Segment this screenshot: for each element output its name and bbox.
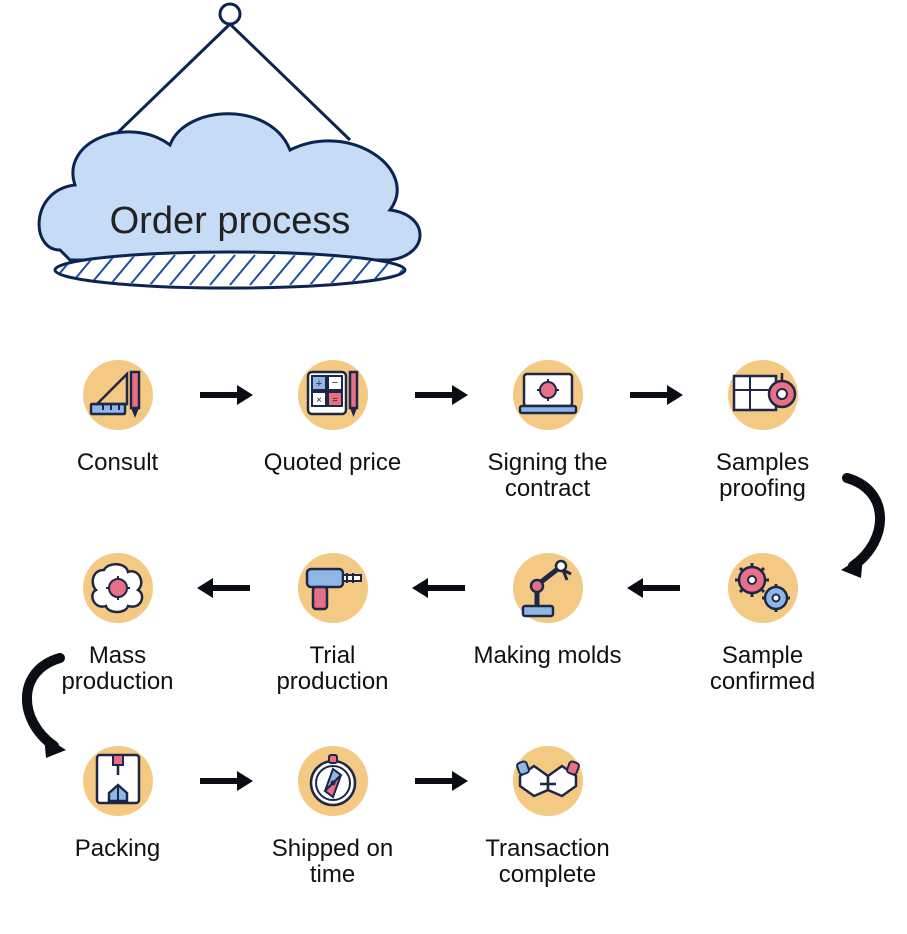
step-molds: Making molds: [470, 543, 625, 669]
svg-text:−: −: [331, 377, 337, 389]
arrow-left: [625, 543, 685, 633]
ruler-pencil-icon: [83, 360, 153, 430]
box-printer-icon: [83, 745, 153, 817]
step-signing: Signing the contract: [470, 350, 625, 503]
step-label: Quoted price: [264, 450, 401, 476]
flow-row-3: Packing Shipped on time: [40, 736, 880, 889]
gears-icon: [726, 552, 800, 624]
step-complete: Transaction complete: [470, 736, 625, 889]
step-label: Transaction complete: [485, 836, 610, 889]
step-label: Shipped on time: [255, 836, 410, 889]
calculator-icon: + − × =: [298, 360, 368, 430]
svg-text:=: =: [332, 395, 338, 406]
flow-row-1: Consult + − × = Quoted price: [40, 350, 880, 503]
title-text: Order process: [20, 200, 440, 243]
step-shipped: Shipped on time: [255, 736, 410, 889]
blueprint-icon: [726, 360, 800, 430]
arrow-left: [195, 543, 255, 633]
svg-text:+: +: [315, 378, 321, 390]
flow-diagram: Consult + − × = Quoted price: [40, 350, 880, 928]
title-sign: Order process: [20, 0, 440, 320]
flow-row-2: Mass production Trial production: [40, 543, 880, 696]
arrow-right: [410, 350, 470, 440]
drill-icon: [297, 553, 369, 623]
cloud-sign-svg: [20, 0, 440, 320]
arrow-right: [410, 736, 470, 826]
arrow-left: [410, 543, 470, 633]
step-label: Making molds: [473, 643, 621, 669]
step-label: Mass production: [61, 643, 173, 696]
step-confirmed: Sample confirmed: [685, 543, 840, 696]
step-label: Consult: [77, 450, 158, 476]
svg-text:×: ×: [316, 395, 322, 406]
handshake-icon: [510, 746, 586, 816]
brain-gear-icon: [82, 552, 154, 624]
step-consult: Consult: [40, 350, 195, 476]
robot-arm-icon: [513, 552, 583, 624]
curve-arrow-left-down: [12, 650, 72, 760]
arrow-right: [195, 736, 255, 826]
step-trial: Trial production: [255, 543, 410, 696]
step-quoted: + − × = Quoted price: [255, 350, 410, 476]
step-label: Trial production: [255, 643, 410, 696]
compass-icon: [298, 745, 368, 817]
laptop-gear-icon: [512, 360, 584, 430]
step-label: Signing the contract: [487, 450, 607, 503]
arrow-right: [195, 350, 255, 440]
step-label: Sample confirmed: [710, 643, 815, 696]
step-label: Samples proofing: [716, 450, 809, 503]
step-samples: Samples proofing: [685, 350, 840, 503]
curve-arrow-right-down: [835, 470, 895, 580]
step-label: Packing: [75, 836, 160, 862]
arrow-right: [625, 350, 685, 440]
